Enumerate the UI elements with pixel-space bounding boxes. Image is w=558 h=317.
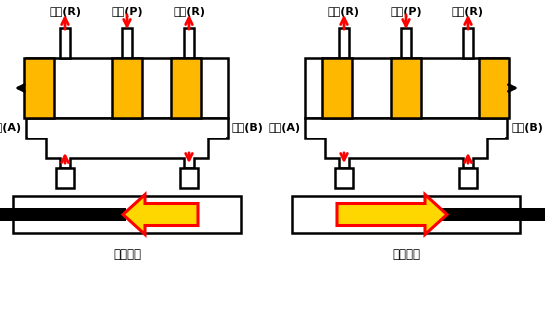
Polygon shape bbox=[123, 195, 198, 235]
Bar bbox=[463, 28, 473, 58]
Bar bbox=[180, 168, 198, 188]
Bar bbox=[335, 168, 353, 188]
Bar bbox=[0, 208, 126, 221]
Bar bbox=[24, 58, 54, 118]
Polygon shape bbox=[337, 195, 447, 235]
Bar bbox=[171, 58, 201, 118]
Bar bbox=[405, 208, 545, 221]
Bar bbox=[459, 168, 477, 188]
Bar bbox=[305, 58, 507, 118]
Bar bbox=[391, 58, 421, 118]
Polygon shape bbox=[26, 118, 228, 168]
Text: 排気(R): 排気(R) bbox=[452, 7, 484, 17]
Text: 出力(A): 出力(A) bbox=[269, 123, 301, 133]
Text: シリンダ: シリンダ bbox=[113, 248, 141, 261]
Polygon shape bbox=[305, 118, 507, 168]
Bar bbox=[339, 28, 349, 58]
Bar bbox=[56, 168, 74, 188]
Text: シリンダ: シリンダ bbox=[392, 248, 420, 261]
Text: 出力(B): 出力(B) bbox=[232, 123, 264, 133]
Bar bbox=[184, 28, 194, 58]
Text: 排気(R): 排気(R) bbox=[328, 7, 360, 17]
Text: 排気(R): 排気(R) bbox=[173, 7, 205, 17]
Text: 出力(B): 出力(B) bbox=[511, 123, 543, 133]
Text: 排気(R): 排気(R) bbox=[49, 7, 81, 17]
Text: 出力(A): 出力(A) bbox=[0, 123, 22, 133]
Bar bbox=[13, 196, 241, 233]
Bar bbox=[292, 196, 520, 233]
Bar bbox=[322, 58, 352, 118]
Bar bbox=[479, 58, 509, 118]
Bar bbox=[26, 58, 228, 118]
Bar bbox=[307, 120, 505, 138]
Bar bbox=[112, 58, 142, 118]
Text: 給気(P): 給気(P) bbox=[111, 7, 143, 17]
Bar bbox=[122, 28, 132, 58]
Bar bbox=[28, 120, 226, 138]
Bar bbox=[401, 28, 411, 58]
Text: 給気(P): 給気(P) bbox=[390, 7, 422, 17]
Bar bbox=[60, 28, 70, 58]
